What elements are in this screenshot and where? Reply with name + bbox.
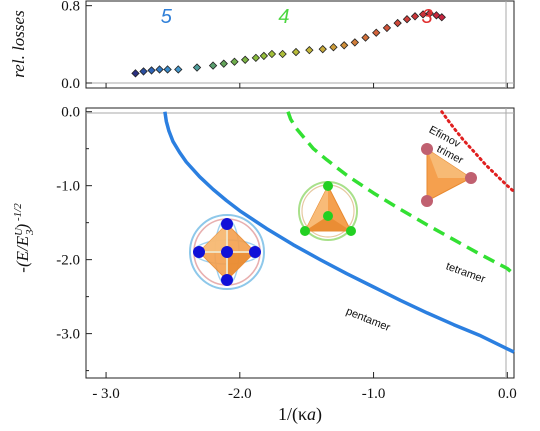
- top-panel-frame: [85, 0, 515, 89]
- loss-point: [339, 41, 349, 50]
- top-axis-ticks: 0.0 0.8: [61, 0, 508, 92]
- loss-point: [291, 47, 301, 57]
- curve-label: pentamer: [344, 305, 392, 334]
- loss-point: [393, 18, 402, 28]
- loss-point: [208, 61, 218, 70]
- pentamer-curve: [163, 111, 515, 354]
- loss-point: [432, 11, 441, 20]
- loss-point: [131, 69, 140, 78]
- bottom-y-tick-label: 0.0: [61, 105, 80, 121]
- loss-point: [251, 53, 261, 63]
- cluster-size-label: 4: [278, 6, 289, 28]
- loss-point: [372, 28, 381, 37]
- efimov-trimer-curve: [440, 110, 516, 194]
- loss-point: [425, 9, 434, 18]
- bottom-y-axis-label: -(E/EU3) -1/2: [12, 203, 36, 273]
- curve-label: tetramer: [444, 260, 487, 285]
- loss-point: [361, 33, 370, 42]
- bottom-y-tick-label: -3.0: [56, 327, 80, 343]
- top-y-tick-label: 0.8: [61, 0, 80, 15]
- loss-point: [382, 23, 392, 33]
- loss-point: [230, 57, 239, 66]
- loss-point: [410, 12, 420, 21]
- loss-point: [402, 15, 412, 24]
- loss-point: [267, 49, 277, 59]
- top-y-tick-label: 0.0: [61, 76, 80, 92]
- bottom-panel-frame: [85, 107, 515, 379]
- tetramer-cluster-icon: [298, 181, 358, 241]
- cluster-size-labels: 5 4 3: [161, 6, 433, 28]
- loss-point: [259, 51, 269, 61]
- loss-point: [418, 10, 428, 19]
- loss-point: [318, 45, 327, 54]
- bottom-y-tick-label: -2.0: [56, 253, 80, 269]
- top-y-axis-label: rel. losses: [9, 10, 28, 78]
- bottom-x-tick-label: - 3.0: [92, 386, 120, 402]
- bottom-y-tick-label: -1.0: [56, 179, 80, 195]
- bottom-x-tick-label: -2.0: [228, 386, 252, 402]
- cluster-size-label: 5: [161, 6, 173, 28]
- svg-text:-(E/EU3) -1/2: -(E/EU3) -1/2: [12, 203, 36, 273]
- cluster-size-label: 3: [422, 6, 433, 28]
- loss-point: [174, 65, 183, 74]
- bottom-x-tick-label: 0.0: [498, 386, 517, 402]
- tetramer-curve: [286, 111, 516, 276]
- loss-point: [350, 38, 360, 47]
- loss-point: [155, 65, 164, 74]
- loss-points: [131, 9, 446, 78]
- loss-point: [192, 63, 202, 72]
- loss-point: [305, 45, 314, 55]
- loss-point: [163, 65, 172, 74]
- loss-point: [240, 55, 250, 64]
- x-axis-label: 1/(κa): [278, 404, 322, 425]
- loss-point: [219, 59, 228, 68]
- bottom-x-tick-label: -1.0: [362, 386, 386, 402]
- loss-point: [147, 66, 156, 75]
- loss-point: [437, 13, 446, 22]
- bottom-axis-ticks: 0.0 -1.0 -2.0 -3.0 - 3.0 -2.0 -1.0 0.0: [56, 105, 516, 402]
- loss-point: [139, 67, 148, 76]
- loss-point: [278, 49, 287, 59]
- loss-point: [329, 43, 338, 52]
- pentamer-cluster-icon: [189, 214, 265, 290]
- trimer-cluster-icon: [421, 143, 477, 207]
